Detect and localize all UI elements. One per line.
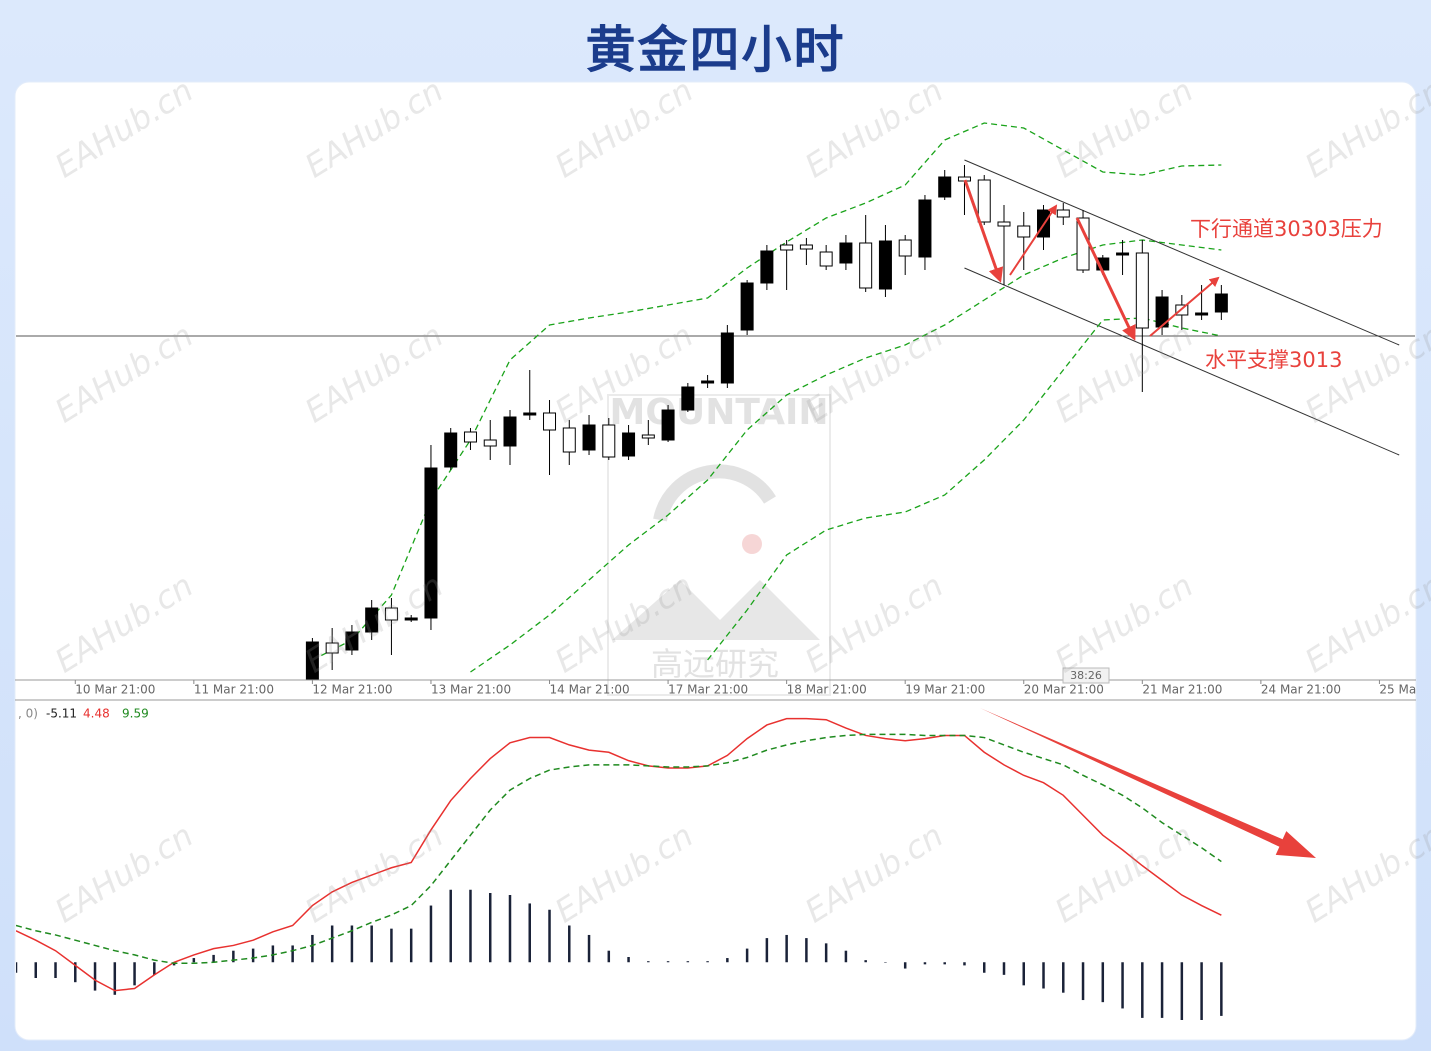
candle-body [701, 380, 715, 384]
indicator-line [16, 733, 1222, 965]
logo-frame [607, 394, 831, 696]
candle-body [562, 427, 576, 453]
x-tick-label: 13 Mar 21:00 [431, 683, 511, 697]
candle-body [1214, 293, 1228, 313]
candle-body [1017, 225, 1031, 238]
candle-body [305, 641, 319, 680]
candle-body [1116, 252, 1130, 256]
candle-body [918, 199, 932, 258]
candle-body [602, 424, 616, 458]
axes: 10 Mar 21:00 11 Mar 21:00 12 Mar 21:00 13 M… [15, 679, 1416, 701]
candle-body [720, 332, 734, 384]
panel [14, 81, 1417, 1041]
candle-body [345, 631, 359, 651]
candle-body [365, 607, 379, 633]
candle-body [997, 221, 1011, 227]
x-tick-label: 21 Mar 21:00 [1142, 683, 1222, 697]
candle-body [1135, 252, 1149, 329]
candle-body [740, 282, 754, 331]
candle-body [384, 607, 398, 621]
x-tick-label: 20 Mar 21:00 [1024, 683, 1104, 697]
candle-body [1056, 209, 1070, 218]
candle-body [799, 244, 813, 250]
candle-body [780, 244, 794, 251]
indicator-value: -5.11 [46, 707, 77, 721]
logo-mountain [612, 580, 820, 640]
candle-body [681, 386, 695, 411]
logo-arc [653, 464, 776, 522]
candle-body [641, 434, 655, 439]
candle-body [463, 431, 477, 443]
candle-body [325, 642, 339, 654]
x-tick-label: 10 Mar 21:00 [75, 683, 155, 697]
candle-body [859, 242, 873, 289]
arrow [963, 179, 1004, 283]
x-tick-label: 19 Mar 21:00 [905, 683, 985, 697]
trend-arrow [980, 708, 1316, 858]
x-tick-label: 18 Mar 21:00 [787, 683, 867, 697]
x-tick-label: 17 Mar 21:00 [668, 683, 748, 697]
candle-body [839, 242, 853, 264]
arrow [1075, 217, 1136, 341]
candle-body [760, 250, 774, 284]
candle-body [878, 240, 892, 290]
candle-body [444, 432, 458, 468]
annotation-arrows [963, 179, 1316, 858]
candle-body [582, 424, 596, 451]
candle-body [938, 176, 952, 198]
x-tick-label: 11 Mar 21:00 [194, 683, 274, 697]
logo-name: MOUNTAIN [610, 392, 829, 433]
indicator-label: , 0) [18, 707, 38, 721]
candle-body [483, 439, 497, 447]
annotation: 水平支撑3013 [1205, 348, 1342, 372]
x-tick-label: 12 Mar 21:00 [312, 683, 392, 697]
macd-plot [16, 717, 1223, 1020]
band-line [707, 317, 1222, 661]
candle-body [898, 239, 912, 257]
countdown-box [1062, 667, 1110, 684]
candle-body [1076, 217, 1090, 271]
candle-body [404, 617, 418, 621]
x-tick-label: 24 Mar 21:00 [1261, 683, 1341, 697]
indicator-value: 4.48 [83, 707, 110, 721]
candle-body [819, 251, 833, 267]
channel-line [964, 159, 1400, 346]
indicator-line [16, 717, 1222, 992]
countdown: 38:26 [1070, 669, 1102, 682]
candle-body [543, 412, 557, 431]
candle-body [661, 409, 675, 441]
channel-line [964, 267, 1400, 456]
candle-body [523, 412, 537, 416]
candle-body [977, 179, 991, 223]
indicator-value: 9.59 [122, 707, 149, 721]
candle-body [503, 416, 517, 447]
x-tick-label: 25 Ma [1379, 683, 1416, 697]
page-title: 黄金四小时 [585, 21, 846, 79]
candle-body [622, 432, 636, 457]
annotation: 下行通道30303压力 [1190, 217, 1383, 241]
arrow [1009, 204, 1058, 276]
x-tick-label: 14 Mar 21:00 [550, 683, 630, 697]
candle-body [424, 467, 438, 619]
logo-dot [742, 534, 762, 554]
candle-body [1195, 312, 1209, 316]
arrow [1149, 276, 1220, 337]
